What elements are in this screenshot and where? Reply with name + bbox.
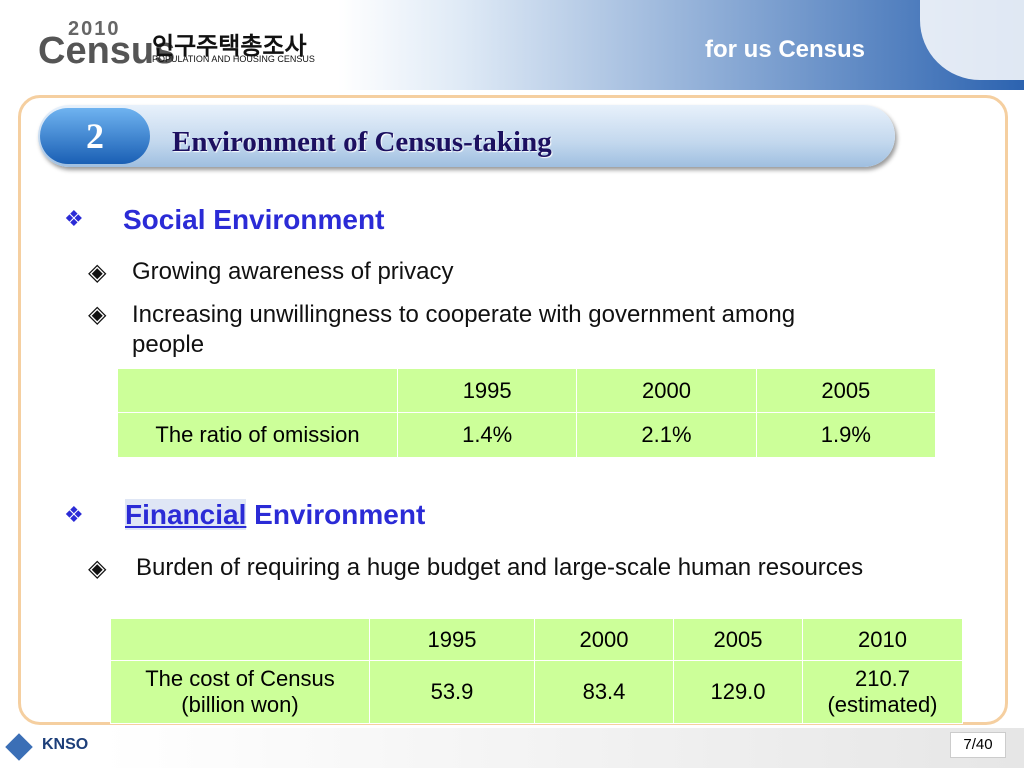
row-label-line: (billion won)	[181, 692, 299, 717]
section-number: 2	[40, 108, 150, 164]
empty-cell	[117, 368, 398, 413]
mascot	[920, 0, 1024, 80]
bullet-icon: ◈	[88, 301, 107, 328]
empty-cell	[110, 618, 370, 661]
bullet-icon: ❖	[64, 206, 84, 231]
omission-table: 1995 2000 2005 The ratio of omission 1.4…	[117, 368, 937, 458]
logo-subtitle: POPULATION AND HOUSING CENSUS	[152, 54, 315, 64]
value-cell: 129.0	[673, 660, 803, 724]
cost-table: 1995 2000 2005 2010 The cost of Census (b…	[110, 618, 963, 724]
heading: Social Environment	[123, 204, 385, 235]
org-name: KNSO	[42, 736, 89, 753]
logo-census: Census	[38, 30, 176, 72]
value-cell: 210.7 (estimated)	[802, 660, 963, 724]
page-number: 7/40	[950, 732, 1006, 758]
header-cell: 1995	[369, 618, 535, 661]
header-band: 2010 Census 인구주택총조사 POPULATION AND HOUSI…	[0, 0, 1024, 90]
slogan: for us Census	[705, 36, 866, 63]
header-cell: 2010	[802, 618, 963, 661]
bullet-text: Burden of requiring a huge budget and la…	[136, 554, 864, 581]
value-cell: 83.4	[534, 660, 674, 724]
org-icon	[5, 733, 33, 761]
section-title: Environment of Census-taking	[172, 126, 552, 158]
header-cell: 2005	[755, 368, 937, 413]
value-cell: 1.4%	[396, 412, 578, 458]
bullet-text: Growing awareness of privacy	[132, 258, 454, 285]
bullet-icon: ❖	[64, 502, 84, 527]
bullet-icon: ◈	[88, 259, 107, 286]
row-label: The ratio of omission	[117, 412, 398, 458]
row-label-line: The cost of Census	[145, 666, 335, 691]
bullet-text: Increasing unwillingness to cooperate wi…	[132, 301, 796, 358]
title-bar	[38, 105, 895, 167]
heading: Financial Environment	[125, 499, 425, 531]
value-cell: 2.1%	[576, 412, 757, 458]
value-cell: 53.9	[369, 660, 535, 724]
logo-korean: 인구주택총조사	[152, 33, 307, 60]
value-text: 210.7	[854, 666, 911, 691]
header-cell: 2000	[534, 618, 674, 661]
heading-rest: Environment	[254, 499, 426, 530]
header-cell: 2000	[576, 368, 757, 413]
bullet-icon: ◈	[88, 555, 107, 582]
header-cell: 2005	[673, 618, 803, 661]
footer: KNSO 7/40	[0, 728, 1024, 768]
row-label: The cost of Census (billion won)	[110, 660, 370, 724]
heading-highlight: Financial	[125, 499, 247, 530]
value-note: (estimated)	[827, 692, 938, 717]
header-cell: 1995	[396, 368, 578, 413]
value-cell: 1.9%	[755, 412, 937, 458]
logo-year: 2010	[68, 18, 121, 40]
